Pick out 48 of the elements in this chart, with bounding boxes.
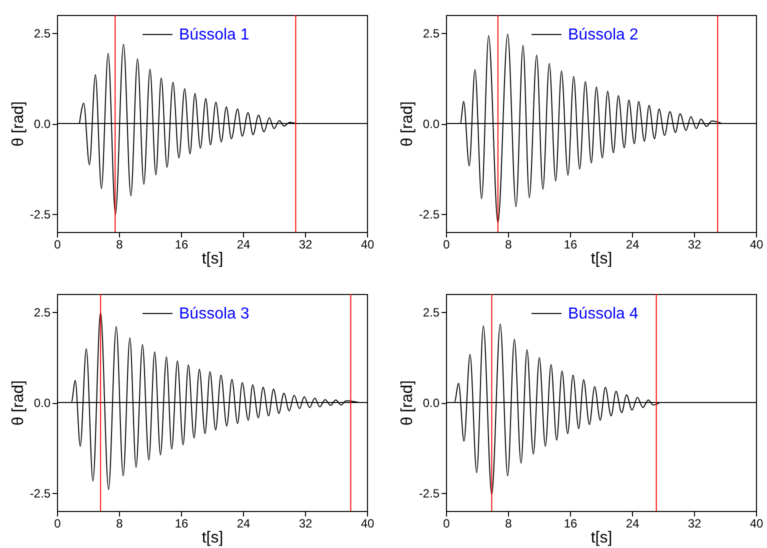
x-tick-label: 40 <box>360 516 374 530</box>
y-tick-label: 0.0 <box>422 396 440 410</box>
x-tick-label: 0 <box>443 238 450 252</box>
y-tick-label: 0.0 <box>34 396 51 410</box>
x-tick-label: 16 <box>174 516 188 530</box>
x-tick-label: 16 <box>564 238 578 252</box>
y-tick-label: -2.5 <box>30 486 51 500</box>
x-tick-label: 16 <box>564 516 578 530</box>
y-tick-label: 2.5 <box>34 26 51 41</box>
x-tick-label: 24 <box>626 516 640 530</box>
legend-label: Bússola 2 <box>568 26 638 44</box>
legend-label: Bússola 1 <box>179 26 250 44</box>
x-tick-label: 32 <box>688 516 702 530</box>
y-tick-label: -2.5 <box>418 207 440 222</box>
x-tick-label: 16 <box>174 238 188 252</box>
x-tick-label: 8 <box>116 238 124 252</box>
x-tick-label: 0 <box>443 516 450 530</box>
y-tick-label: 0.0 <box>34 117 51 131</box>
x-tick-label: 32 <box>298 238 312 252</box>
y-tick-label: 2.5 <box>34 306 51 320</box>
x-tick-label: 24 <box>236 238 250 252</box>
x-tick-label: 40 <box>750 238 764 252</box>
y-axis-title: θ [rad] <box>398 380 416 426</box>
y-tick-label: -2.5 <box>30 207 51 222</box>
x-axis-title: t[s] <box>202 530 224 546</box>
x-tick-label: 32 <box>688 238 702 252</box>
y-tick-label: 2.5 <box>422 26 440 41</box>
x-axis-title: t[s] <box>202 250 224 268</box>
y-tick-label: -2.5 <box>418 486 440 500</box>
y-tick-label: 0.0 <box>422 117 440 131</box>
y-tick-label: 2.5 <box>422 306 440 320</box>
y-axis-title: θ [rad] <box>398 101 416 147</box>
x-axis-title: t[s] <box>590 530 612 546</box>
legend-label: Bússola 4 <box>568 306 638 322</box>
x-tick-label: 0 <box>54 238 62 252</box>
x-tick-label: 32 <box>298 516 312 530</box>
x-tick-label: 8 <box>116 516 124 530</box>
x-tick-label: 24 <box>626 238 640 252</box>
x-tick-label: 8 <box>505 516 512 530</box>
y-axis-title: θ [rad] <box>10 101 27 147</box>
x-tick-label: 40 <box>360 238 374 252</box>
x-tick-label: 8 <box>505 238 512 252</box>
y-axis-title: θ [rad] <box>10 380 27 426</box>
x-tick-label: 24 <box>236 516 250 530</box>
legend-label: Bússola 3 <box>179 306 250 322</box>
x-axis-title: t[s] <box>590 250 612 268</box>
x-tick-label: 40 <box>750 516 764 530</box>
x-tick-label: 0 <box>54 516 62 530</box>
